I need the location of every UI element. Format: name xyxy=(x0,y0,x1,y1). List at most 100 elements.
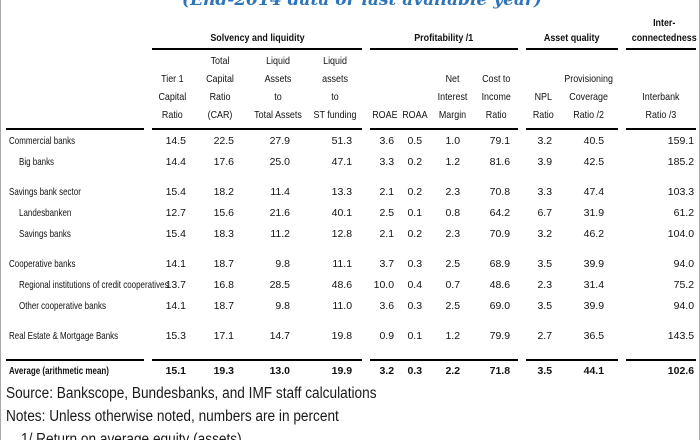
table-row: Savings banks 15.4 18.3 11.2 12.8 2.1 0.2 2.3 70… xyxy=(6,223,696,244)
value-cell: 104.0 xyxy=(667,227,695,240)
column-header: Tier 1 Capital Ratio xyxy=(152,49,192,130)
footer-notes: Source: Bankscope, Bundesbanks, and IMF … xyxy=(6,382,699,440)
value-cell: 39.9 xyxy=(583,257,605,270)
average-value-cell: 0.3 xyxy=(400,359,431,380)
value-cell: 10.0 xyxy=(373,278,395,291)
value-cell: 0.1 xyxy=(407,329,423,342)
value-cell: 11.1 xyxy=(332,257,353,270)
column-header: Liquid assets to ST funding xyxy=(308,49,363,130)
table-row: Regional institutions of credit cooperat… xyxy=(6,274,696,295)
column-group-header-text: Asset quality xyxy=(544,32,600,44)
average-label-text: Average (arithmetic mean) xyxy=(9,364,109,377)
value-cell: 46.2 xyxy=(583,227,605,240)
value-cell: 16.8 xyxy=(213,278,234,291)
row-label-text: Landesbanken xyxy=(19,206,72,219)
value-cell: 21.6 xyxy=(269,206,290,219)
value-cell: 47.4 xyxy=(583,185,605,198)
value-cell: 15.4 xyxy=(165,185,186,198)
column-group-header: Profitability /1 xyxy=(370,16,519,50)
value-cell: 17.1 xyxy=(213,329,234,342)
notes-line: Notes: Unless otherwise noted, numbers a… xyxy=(6,408,339,425)
row-label-text: Cooperative banks xyxy=(9,257,76,270)
value-cell: 9.8 xyxy=(275,299,290,312)
value-cell: 3.6 xyxy=(379,134,395,147)
value-cell: 2.1 xyxy=(379,227,395,240)
value-cell: 3.2 xyxy=(537,227,553,240)
row-label-text: Commercial banks xyxy=(9,134,76,147)
value-cell: 14.1 xyxy=(165,257,186,270)
spacer-row xyxy=(6,172,696,181)
value-cell: 14.7 xyxy=(269,329,290,342)
value-cell: 79.9 xyxy=(489,329,511,342)
value-cell: 12.7 xyxy=(165,206,186,219)
value-cell: 0.3 xyxy=(407,257,423,270)
column-group-header: Asset quality xyxy=(526,16,619,50)
value-cell: 2.3 xyxy=(445,185,461,198)
row-label: Big banks xyxy=(6,151,144,172)
value-cell: 15.3 xyxy=(165,329,186,342)
column-header-text: Total Capital Ratio (CAR) xyxy=(206,55,234,121)
value-cell: 11.0 xyxy=(332,299,353,312)
value-cell: 159.1 xyxy=(667,134,695,147)
value-cell: 103.3 xyxy=(667,185,695,198)
value-cell: 1.0 xyxy=(445,134,461,147)
row-label: Savings bank sector xyxy=(6,181,144,202)
table-row: Commercial banks 14.5 22.5 27.9 51.3 3.6 0.5 1.… xyxy=(6,129,696,151)
value-cell: 3.3 xyxy=(379,155,395,168)
row-label: Cooperative banks xyxy=(6,253,144,274)
table-row: Landesbanken 12.7 15.6 21.6 40.1 2.5 0.1 0.8 64.… xyxy=(6,202,696,223)
row-label-text: Regional institutions of credit cooperat… xyxy=(19,278,169,291)
value-cell: 42.5 xyxy=(583,155,605,168)
column-header: ROAA xyxy=(400,49,431,130)
value-cell: 81.6 xyxy=(489,155,511,168)
row-label: Other cooperative banks xyxy=(6,295,144,316)
value-cell: 19.8 xyxy=(331,329,353,342)
column-header: Cost to Income Ratio xyxy=(474,49,519,130)
value-cell: 68.9 xyxy=(489,257,511,270)
value-cell: 27.9 xyxy=(269,134,290,147)
average-value-cell: 15.1 xyxy=(152,359,192,380)
value-cell: 0.8 xyxy=(445,206,461,219)
value-cell: 2.5 xyxy=(445,299,461,312)
column-header-text: Cost to Income Ratio xyxy=(481,73,511,121)
value-cell: 25.0 xyxy=(269,155,290,168)
spacer-cell xyxy=(6,316,696,325)
value-cell: 47.1 xyxy=(331,155,353,168)
value-cell: 51.3 xyxy=(331,134,353,147)
table-row: Big banks 14.4 17.6 25.0 47.1 3.3 0.2 1.2 81.6 3.… xyxy=(6,151,696,172)
average-value-cell: 2.2 xyxy=(430,359,475,380)
value-cell: 15.4 xyxy=(165,227,186,240)
column-header: Total Capital Ratio (CAR) xyxy=(192,49,248,130)
fsi-table: Solvency and liquidity Profitability /1 As… xyxy=(6,16,697,380)
column-header: Provisioning Coverage Ratio /2 xyxy=(560,49,619,130)
value-cell: 3.2 xyxy=(537,134,553,147)
row-label: Landesbanken xyxy=(6,202,144,223)
value-cell: 15.6 xyxy=(213,206,234,219)
value-cell: 2.7 xyxy=(537,329,553,342)
value-cell: 36.5 xyxy=(583,329,605,342)
spacer-cell xyxy=(6,346,696,360)
value-cell: 2.5 xyxy=(445,257,461,270)
value-cell: 18.7 xyxy=(213,299,234,312)
average-value-cell: 19.3 xyxy=(192,359,248,380)
value-cell: 3.7 xyxy=(379,257,395,270)
value-cell: 3.5 xyxy=(537,299,553,312)
source-line: Source: Bankscope, Bundesbanks, and IMF … xyxy=(6,385,377,402)
column-group-header-text: Profitability /1 xyxy=(414,32,474,44)
column-group-header-text: Solvency and liquidity xyxy=(209,32,305,44)
value-cell: 48.6 xyxy=(489,278,511,291)
value-cell: 2.1 xyxy=(379,185,395,198)
table-row: Real Estate & Mortgage Banks 15.3 17.1 14.7… xyxy=(6,325,696,346)
value-cell: 13.3 xyxy=(331,185,353,198)
value-cell: 64.2 xyxy=(489,206,511,219)
value-cell: 2.3 xyxy=(445,227,461,240)
value-cell: 0.9 xyxy=(379,329,395,342)
spacer-row xyxy=(6,244,696,253)
value-cell: 0.2 xyxy=(407,227,423,240)
spacer-row xyxy=(6,346,696,360)
value-cell: 94.0 xyxy=(673,299,695,312)
column-group-header: Inter- connectedness xyxy=(626,16,697,50)
column-header-text: ROAE xyxy=(372,109,398,121)
value-cell: 14.1 xyxy=(165,299,186,312)
column-group-header: Solvency and liquidity xyxy=(152,16,363,50)
